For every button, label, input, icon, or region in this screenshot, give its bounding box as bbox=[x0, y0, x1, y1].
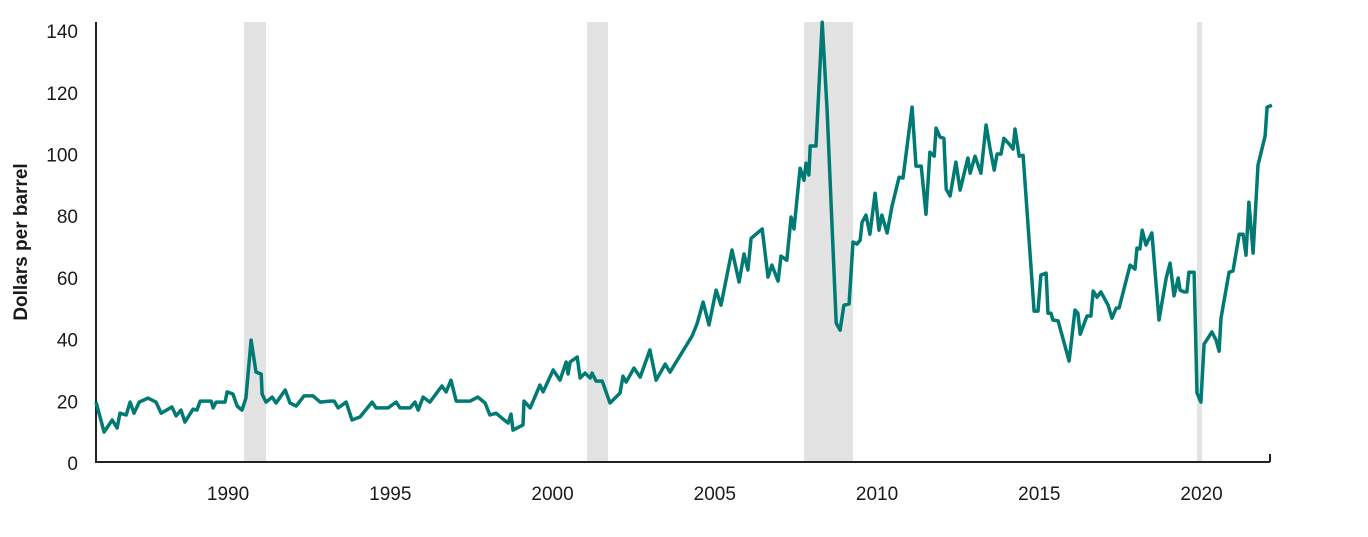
recession-shading-group bbox=[243, 22, 1203, 462]
y-tick-label: 60 bbox=[57, 269, 78, 290]
x-tick-label: 2005 bbox=[694, 484, 736, 505]
y-tick-label: 20 bbox=[57, 392, 78, 413]
recession-band bbox=[804, 22, 854, 462]
x-tick-label: 2010 bbox=[856, 484, 898, 505]
x-tick-label: 2000 bbox=[531, 484, 573, 505]
x-tick-label: 2020 bbox=[1180, 484, 1222, 505]
x-tick-label: 2015 bbox=[1018, 484, 1060, 505]
x-axis-ticks: 1990 1995 2000 2005 2010 2015 2020 bbox=[207, 484, 1223, 505]
y-tick-label: 120 bbox=[46, 84, 78, 105]
y-tick-label: 40 bbox=[57, 331, 78, 352]
x-tick-label: 1995 bbox=[369, 484, 411, 505]
y-tick-label: 0 bbox=[67, 454, 78, 475]
y-axis-ticks: 0 20 40 60 80 100 120 140 bbox=[46, 22, 78, 475]
recession-band bbox=[586, 22, 609, 462]
series-line-oil-price bbox=[94, 20, 1273, 434]
y-axis-label: Dollars per barrel bbox=[11, 163, 32, 320]
y-tick-label: 100 bbox=[46, 146, 78, 167]
y-tick-label: 80 bbox=[57, 207, 78, 228]
recession-band bbox=[1196, 22, 1203, 462]
x-tick-label: 1990 bbox=[207, 484, 249, 505]
y-tick-label: 140 bbox=[46, 22, 78, 43]
